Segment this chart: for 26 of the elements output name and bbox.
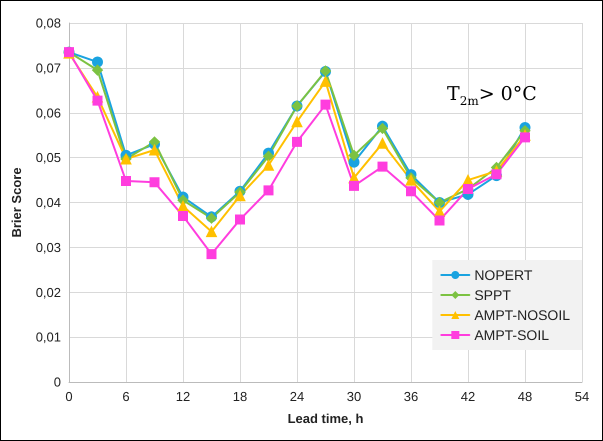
x-tick-label: 6 [122,389,130,404]
y-tick-label: 0,01 [36,330,61,345]
y-axis-title: Brier Score [9,167,24,238]
y-tick-label: 0 [54,374,61,390]
y-tick-label: 0,08 [36,16,61,30]
y-tick-label: 0,02 [36,284,61,300]
x-tick-label: 48 [518,389,532,404]
legend-label: AMPT-SOIL [474,327,550,343]
x-tick-label: 54 [574,389,590,404]
annotation: T$_{2m}$> 0°C [447,83,537,108]
y-tick-label: 0,05 [36,150,61,166]
legend-label: NOPERT [474,267,533,283]
x-tick-label: 0 [65,389,73,404]
legend-label: AMPT-NOSOIL [474,307,570,323]
x-tick-label: 12 [176,389,190,404]
y-tick-label: 0,04 [36,195,61,210]
x-tick-label: 24 [290,389,304,404]
legend-label: SPPT [474,287,512,303]
y-tick-label: 0,07 [36,60,61,76]
x-tick-label: 18 [232,389,248,404]
x-tick-label: 42 [460,389,476,404]
x-tick-label: 36 [404,389,418,404]
y-tick-label: 0,03 [36,240,61,255]
x-axis-title: Lead time, h [288,411,364,426]
x-tick-label: 30 [346,389,362,404]
y-tick-label: 0,06 [36,105,61,120]
